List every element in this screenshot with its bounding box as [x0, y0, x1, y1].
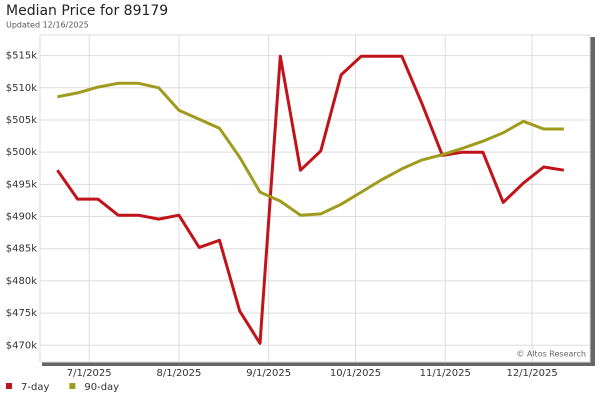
chart-title: Median Price for 89179: [6, 3, 168, 19]
y-tick-label: $505k: [6, 115, 37, 126]
plot-shadow: [590, 37, 595, 366]
series-line: [57, 81, 564, 217]
chart-subtitle: Updated 12/16/2025: [6, 21, 89, 30]
y-tick-label: $480k: [6, 276, 37, 287]
y-tick-label: $510k: [6, 83, 37, 94]
x-tick-label: 12/1/2025: [506, 368, 557, 379]
plot-area: [39, 34, 591, 363]
y-tick-label: $485k: [6, 244, 37, 255]
y-tick-label: $490k: [6, 212, 37, 223]
x-tick-label: 8/1/2025: [156, 368, 201, 379]
x-tick-label: 10/1/2025: [330, 368, 381, 379]
y-tick-label: $515k: [6, 51, 37, 62]
legend-swatch: [69, 383, 76, 389]
legend-label: 90-day: [84, 382, 119, 393]
legend-label: 7-day: [21, 382, 49, 393]
plot-shadow: [42, 362, 595, 366]
series-line: [56, 54, 565, 345]
y-tick-label: $475k: [6, 308, 37, 319]
watermark: © Altos Research: [516, 350, 586, 359]
y-tick-label: $470k: [6, 340, 37, 351]
x-tick-label: 7/1/2025: [67, 368, 112, 379]
legend-swatch: [6, 383, 12, 389]
x-tick-label: 11/1/2025: [420, 368, 471, 379]
y-tick-label: $495k: [6, 179, 37, 190]
y-tick-label: $500k: [6, 147, 37, 158]
x-tick-label: 9/1/2025: [246, 368, 291, 379]
